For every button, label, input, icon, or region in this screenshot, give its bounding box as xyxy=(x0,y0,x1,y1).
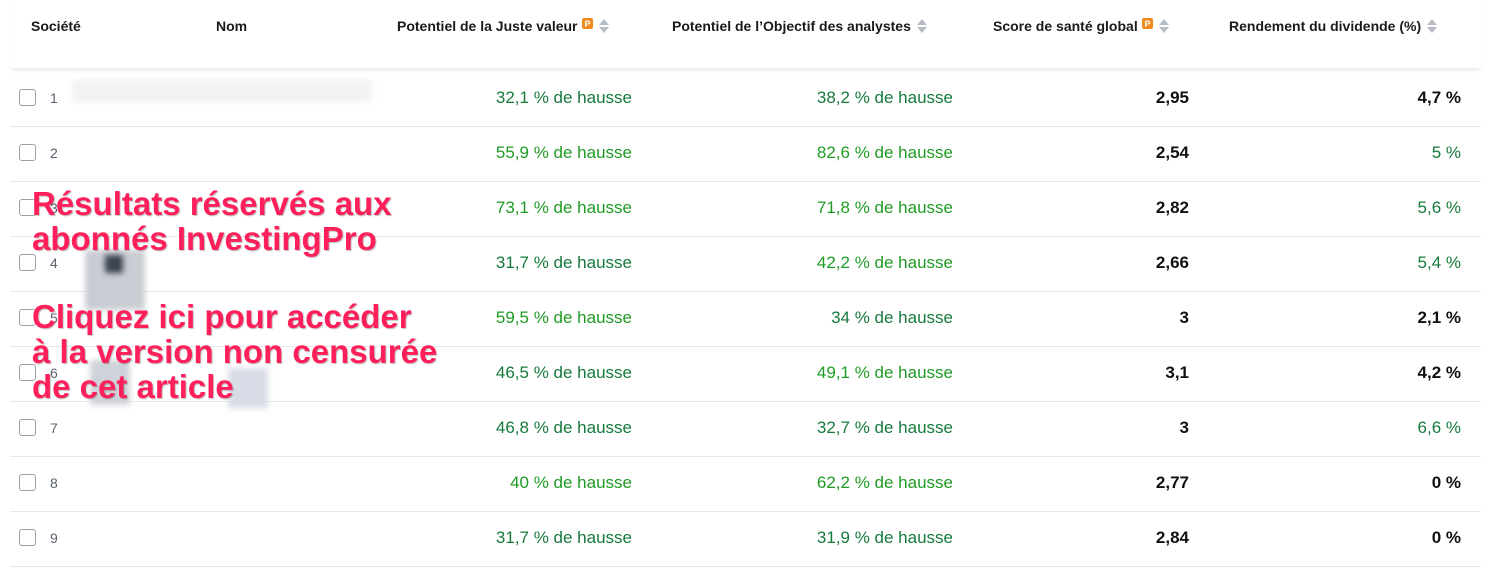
fair-value-upside: 46,8 % de hausse xyxy=(495,418,632,437)
analyst-target-upside: 42,2 % de hausse xyxy=(816,253,953,272)
row-index: 5 xyxy=(50,310,58,326)
row-checkbox[interactable] xyxy=(19,364,36,381)
analyst-target-upside: 71,8 % de hausse xyxy=(816,198,953,217)
column-header-name-label: Nom xyxy=(216,18,248,34)
column-header-analyst-target[interactable]: Potentiel de l’Objectif des analystes xyxy=(672,17,927,35)
column-header-health-score[interactable]: Score de santé global P xyxy=(993,17,1169,35)
overlay-link[interactable]: de cet article xyxy=(32,368,234,405)
censored-company-block xyxy=(72,80,372,102)
table-row[interactable]: 9 31,7 % de hausse 31,9 % de hausse 2,84… xyxy=(10,511,1481,567)
sort-arrows-icon[interactable] xyxy=(1427,19,1438,33)
table-row[interactable]: 5 59,5 % de hausse 34 % de hausse 3 2,1 … xyxy=(10,291,1481,347)
row-checkbox[interactable] xyxy=(19,199,36,216)
sort-arrows-icon[interactable] xyxy=(916,19,927,33)
table-row[interactable]: 4 31,7 % de hausse 42,2 % de hausse 2,66… xyxy=(10,236,1481,292)
fair-value-upside: 55,9 % de hausse xyxy=(495,143,632,162)
health-score: 2,77 xyxy=(1155,473,1189,492)
health-score: 2,84 xyxy=(1155,528,1189,547)
investingpro-badge-icon: P xyxy=(1141,17,1153,29)
dividend-yield: 0 % xyxy=(1431,528,1461,547)
dividend-yield: 5,4 % xyxy=(1417,253,1461,272)
censored-logo-block xyxy=(90,360,130,405)
dividend-yield: 4,7 % xyxy=(1417,88,1461,107)
overlay-link[interactable]: à la version non censurée xyxy=(32,333,438,370)
table-row[interactable]: 7 46,8 % de hausse 32,7 % de hausse 3 6,… xyxy=(10,401,1481,457)
row-checkbox[interactable] xyxy=(19,254,36,271)
row-index: 6 xyxy=(50,365,58,381)
table-row[interactable]: 6 46,5 % de hausse 49,1 % de hausse 3,1 … xyxy=(10,346,1481,402)
fair-value-upside: 46,5 % de hausse xyxy=(495,363,632,382)
column-header-dividend-yield[interactable]: Rendement du dividende (%) xyxy=(1229,17,1438,35)
row-index: 7 xyxy=(50,420,58,436)
column-header-dividend-yield-label: Rendement du dividende (%) xyxy=(1229,18,1422,34)
censored-logo-block xyxy=(228,368,268,408)
row-checkbox[interactable] xyxy=(19,529,36,546)
analyst-target-upside: 38,2 % de hausse xyxy=(816,88,953,107)
investingpro-paywall-overlay[interactable]: Résultats réservés aux abonnés Investing… xyxy=(32,186,437,404)
dividend-yield: 2,1 % xyxy=(1417,308,1461,327)
column-header-fair-value-label: Potentiel de la Juste valeur xyxy=(397,18,578,34)
overlay-link[interactable]: Cliquez ici pour accéder xyxy=(32,298,412,335)
analyst-target-upside: 34 % de hausse xyxy=(831,308,953,327)
censored-logo-block xyxy=(105,255,123,273)
table-row[interactable]: 3 73,1 % de hausse 71,8 % de hausse 2,82… xyxy=(10,181,1481,237)
sort-arrows-icon[interactable] xyxy=(598,19,609,33)
overlay-line: Résultats réservés aux xyxy=(32,185,392,222)
health-score: 3 xyxy=(1179,308,1189,327)
health-score: 2,66 xyxy=(1155,253,1189,272)
analyst-target-upside: 62,2 % de hausse xyxy=(816,473,953,492)
dividend-yield: 5,6 % xyxy=(1417,198,1461,217)
row-index: 2 xyxy=(50,145,58,161)
analyst-target-upside: 31,9 % de hausse xyxy=(816,528,953,547)
column-header-company-label: Société xyxy=(31,18,81,34)
analyst-target-upside: 32,7 % de hausse xyxy=(816,418,953,437)
row-index: 4 xyxy=(50,255,58,271)
row-index: 3 xyxy=(50,200,58,216)
row-checkbox[interactable] xyxy=(19,474,36,491)
column-header-health-score-label: Score de santé global xyxy=(993,18,1138,34)
fair-value-upside: 59,5 % de hausse xyxy=(495,308,632,327)
row-checkbox[interactable] xyxy=(19,144,36,161)
column-header-analyst-target-label: Potentiel de l’Objectif des analystes xyxy=(672,18,911,34)
column-header-company[interactable]: Société xyxy=(31,17,81,35)
dividend-yield: 6,6 % xyxy=(1417,418,1461,437)
row-index: 1 xyxy=(50,90,58,106)
analyst-target-upside: 49,1 % de hausse xyxy=(816,363,953,382)
fair-value-upside: 31,7 % de hausse xyxy=(495,253,632,272)
fair-value-upside: 40 % de hausse xyxy=(510,473,632,492)
analyst-target-upside: 82,6 % de hausse xyxy=(816,143,953,162)
row-checkbox[interactable] xyxy=(19,309,36,326)
row-checkbox[interactable] xyxy=(19,89,36,106)
table-row[interactable]: 1 32,1 % de hausse 38,2 % de hausse 2,95… xyxy=(10,71,1481,127)
dividend-yield: 4,2 % xyxy=(1417,363,1461,382)
fair-value-upside: 73,1 % de hausse xyxy=(495,198,632,217)
table-header: Société Nom Potentiel de la Juste valeur… xyxy=(10,0,1481,69)
overlay-line: abonnés InvestingPro xyxy=(32,220,377,257)
dividend-yield: 0 % xyxy=(1431,473,1461,492)
health-score: 2,95 xyxy=(1155,88,1189,107)
svg-text:P: P xyxy=(1144,19,1150,29)
dividend-yield: 5 % xyxy=(1431,143,1461,162)
row-checkbox[interactable] xyxy=(19,419,36,436)
column-header-name[interactable]: Nom xyxy=(216,17,247,35)
sort-arrows-icon[interactable] xyxy=(1158,19,1169,33)
row-index: 8 xyxy=(50,475,58,491)
table-row[interactable]: 8 40 % de hausse 62,2 % de hausse 2,77 0… xyxy=(10,456,1481,512)
column-header-fair-value[interactable]: Potentiel de la Juste valeur P xyxy=(397,17,609,35)
fair-value-upside: 32,1 % de hausse xyxy=(495,88,632,107)
health-score: 2,54 xyxy=(1155,143,1189,162)
row-index: 9 xyxy=(50,530,58,546)
investingpro-badge-icon: P xyxy=(581,17,593,29)
health-score: 3 xyxy=(1179,418,1189,437)
table-row[interactable]: 2 55,9 % de hausse 82,6 % de hausse 2,54… xyxy=(10,126,1481,182)
health-score: 2,82 xyxy=(1155,198,1189,217)
svg-text:P: P xyxy=(584,19,590,29)
fair-value-upside: 31,7 % de hausse xyxy=(495,528,632,547)
health-score: 3,1 xyxy=(1165,363,1189,382)
